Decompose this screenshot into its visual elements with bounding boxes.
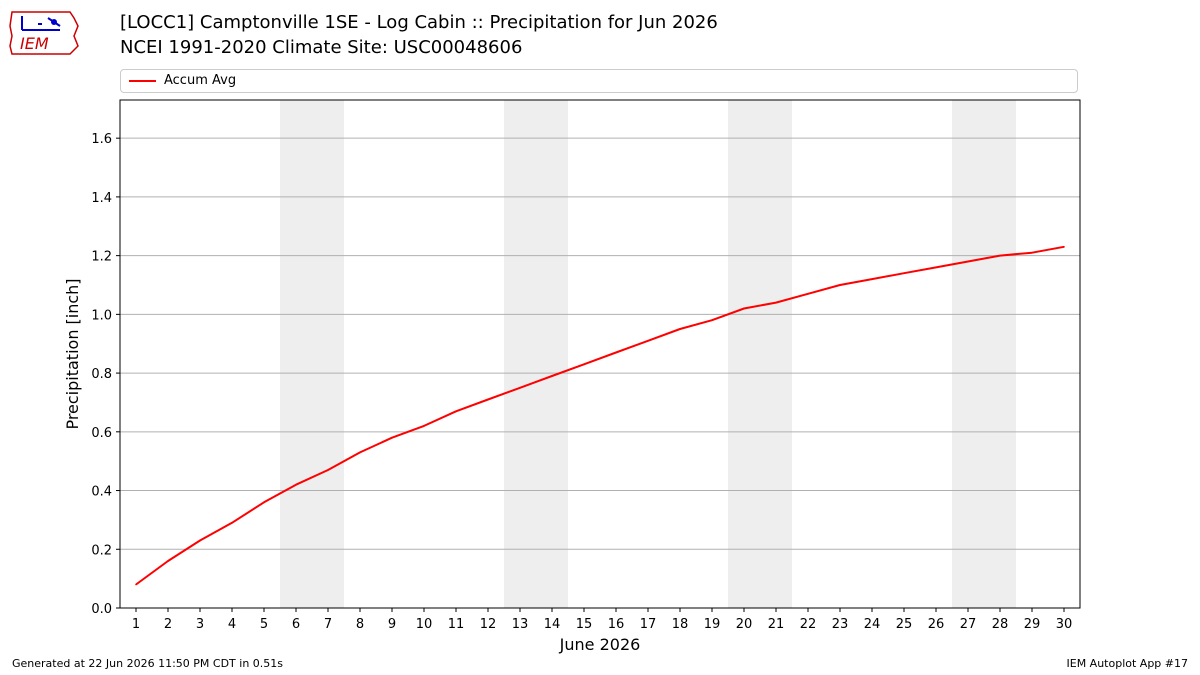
generated-footer: Generated at 22 Jun 2026 11:50 PM CDT in… (12, 657, 284, 670)
x-tick-label: 16 (608, 617, 625, 632)
data-point (487, 398, 489, 401)
data-point (199, 539, 201, 542)
series-line-accum-avg (135, 245, 1065, 586)
weekend-band (280, 100, 344, 608)
data-point (775, 301, 777, 304)
x-tick-label: 29 (1024, 617, 1041, 632)
data-point (167, 560, 169, 562)
data-point (647, 339, 649, 342)
data-point (711, 319, 713, 322)
data-point (263, 501, 265, 504)
y-tick-label: 0.4 (91, 485, 112, 500)
x-tick-label: 22 (800, 617, 817, 632)
x-ticks: 1 2 3 4 5 6 7 8 9 10 11 12 13 14 15 16 17 18 19 20 21 22 23 24 2… (132, 608, 1072, 632)
data-point (935, 266, 937, 269)
y-tick-label: 1.0 (91, 308, 112, 323)
data-point (1031, 251, 1033, 254)
data-point (455, 410, 457, 413)
x-tick-label: 4 (228, 617, 236, 632)
x-tick-label: 11 (448, 617, 465, 632)
data-point (231, 522, 233, 524)
data-point (1063, 246, 1065, 248)
data-point (999, 254, 1001, 257)
x-tick-label: 1 (132, 617, 140, 632)
data-point (551, 375, 553, 377)
x-tick-label: 18 (672, 617, 689, 632)
iowa-outline-icon (9, 11, 79, 55)
iem-logo: IEM (9, 11, 79, 55)
x-tick-label: 6 (292, 617, 300, 632)
data-point (295, 483, 297, 486)
data-point (359, 451, 361, 454)
y-ticks: 0.0 0.2 0.4 0.6 0.8 1.0 1.2 1.4 1.6 (91, 132, 120, 617)
x-tick-label: 10 (416, 617, 433, 632)
data-point (615, 351, 617, 354)
y-tick-label: 0.0 (91, 602, 112, 617)
y-tick-label: 1.6 (91, 132, 112, 147)
x-tick-label: 3 (196, 617, 204, 632)
data-point (679, 328, 681, 330)
series-layer (135, 245, 1065, 586)
y-tick-label: 0.2 (91, 543, 112, 558)
data-point (135, 583, 137, 586)
data-point (839, 284, 841, 286)
y-tick-label: 0.8 (91, 367, 112, 382)
data-point (327, 469, 329, 471)
x-tick-label: 30 (1056, 617, 1073, 632)
logo-text: IEM (20, 34, 49, 53)
weather-station-icon (21, 16, 61, 31)
x-tick-label: 12 (480, 617, 497, 632)
x-tick-label: 14 (544, 617, 561, 632)
data-point (871, 278, 873, 280)
x-tick-label: 20 (736, 617, 753, 632)
x-tick-label: 28 (992, 617, 1009, 632)
weekend-band (728, 100, 792, 608)
x-axis-label: June 2026 (559, 635, 641, 654)
legend-swatch (129, 80, 156, 82)
data-point (967, 260, 969, 263)
x-tick-label: 27 (960, 617, 977, 632)
weekend-band (952, 100, 1016, 608)
weekend-band (504, 100, 568, 608)
x-tick-label: 15 (576, 617, 593, 632)
y-tick-label: 1.4 (91, 191, 112, 206)
x-tick-label: 21 (768, 617, 785, 632)
y-tick-label: 1.2 (91, 250, 112, 265)
data-point (807, 293, 809, 295)
chart-subtitle: NCEI 1991-2020 Climate Site: USC00048606 (120, 37, 523, 58)
x-tick-label: 24 (864, 617, 881, 632)
data-point (743, 307, 745, 310)
legend-label: Accum Avg (164, 73, 237, 88)
data-point (583, 363, 585, 366)
weekend-bands (280, 100, 1016, 608)
y-tick-label: 0.6 (91, 426, 112, 441)
y-axis-label: Precipitation [inch] (63, 278, 82, 429)
plot-frame (119, 99, 1081, 609)
data-point (519, 386, 521, 389)
data-point (903, 272, 905, 275)
x-tick-label: 13 (512, 617, 529, 632)
x-tick-label: 7 (324, 617, 332, 632)
x-tick-label: 19 (704, 617, 721, 632)
sensor-icon (51, 19, 57, 25)
grid-lines (120, 137, 1080, 609)
x-tick-label: 5 (260, 617, 268, 632)
data-point (423, 425, 425, 427)
app-footer: IEM Autoplot App #17 (1066, 657, 1189, 670)
x-tick-label: 23 (832, 617, 849, 632)
legend: Accum Avg (120, 69, 1078, 93)
x-tick-label: 26 (928, 617, 945, 632)
data-point (391, 436, 393, 439)
x-tick-label: 9 (388, 617, 396, 632)
chart-title: [LOCC1] Camptonville 1SE - Log Cabin :: … (120, 12, 718, 33)
x-tick-label: 8 (356, 617, 364, 632)
x-tick-label: 25 (896, 617, 913, 632)
x-tick-label: 2 (164, 617, 172, 632)
x-tick-label: 17 (640, 617, 657, 632)
